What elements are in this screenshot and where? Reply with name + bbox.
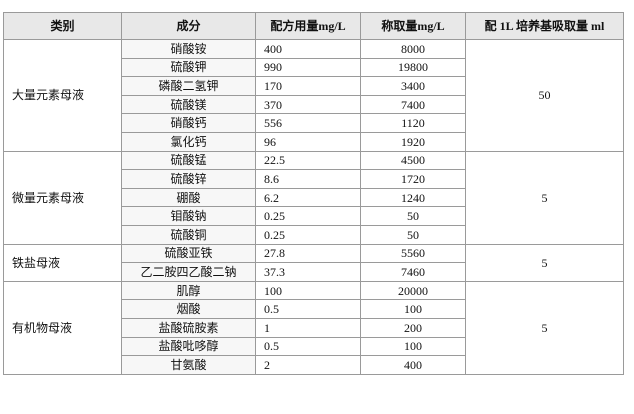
table-row: 烟酸 0.5 100 bbox=[4, 299, 624, 319]
component-cell: 钼酸钠 bbox=[121, 206, 256, 226]
data-table: 类别 成分 配方用量mg/L 称取量mg/L 配 1L 培养基吸取量 ml 大量元素母液… bbox=[3, 12, 624, 375]
header-cell: 成分 bbox=[121, 12, 256, 40]
category-cell: 大量元素母液 bbox=[3, 39, 122, 152]
weight-cell: 1720 bbox=[360, 169, 466, 189]
table-row: 盐酸硫胺素 1 200 bbox=[4, 317, 624, 338]
amount-cell: 0.5 bbox=[255, 299, 361, 319]
volume-cell: 50 bbox=[465, 39, 624, 152]
weight-cell: 100 bbox=[360, 336, 466, 357]
component-cell: 硫酸锌 bbox=[121, 169, 256, 189]
weight-cell: 7400 bbox=[360, 94, 466, 115]
weight-cell: 400 bbox=[360, 355, 466, 375]
component-cell: 硫酸亚铁 bbox=[121, 243, 256, 264]
weight-cell: 20000 bbox=[360, 280, 466, 301]
amount-cell: 8.6 bbox=[255, 169, 361, 189]
component-cell: 甘氨酸 bbox=[121, 355, 256, 375]
component-cell: 乙二胺四乙酸二钠 bbox=[121, 262, 256, 282]
component-cell: 硫酸锰 bbox=[121, 150, 256, 171]
category-cell: 有机物母液 bbox=[3, 280, 122, 375]
amount-cell: 27.8 bbox=[255, 243, 361, 264]
table-row: 硫酸镁 370 7400 bbox=[4, 94, 624, 115]
weight-cell: 1240 bbox=[360, 187, 466, 208]
weight-cell: 1120 bbox=[360, 113, 466, 133]
amount-cell: 6.2 bbox=[255, 187, 361, 208]
header-row: 类别 成分 配方用量mg/L 称取量mg/L 配 1L 培养基吸取量 ml bbox=[3, 12, 624, 40]
table-row: 钼酸钠 0.25 50 bbox=[4, 206, 624, 226]
amount-cell: 990 bbox=[255, 57, 361, 78]
table-row: 乙二胺四乙酸二钠 37.3 7460 bbox=[4, 262, 624, 282]
amount-cell: 0.25 bbox=[255, 206, 361, 226]
weight-cell: 4500 bbox=[360, 150, 466, 171]
table-row: 硫酸钾 990 19800 bbox=[4, 57, 624, 78]
component-cell: 氯化钙 bbox=[121, 131, 256, 152]
component-cell: 盐酸吡哆醇 bbox=[121, 336, 256, 357]
amount-cell: 2 bbox=[255, 355, 361, 375]
amount-cell: 1 bbox=[255, 317, 361, 338]
volume-cell: 5 bbox=[465, 243, 624, 282]
table-row: 盐酸吡哆醇 0.5 100 bbox=[4, 336, 624, 357]
weight-cell: 200 bbox=[360, 317, 466, 338]
weight-cell: 5560 bbox=[360, 243, 466, 264]
component-cell: 烟酸 bbox=[121, 299, 256, 319]
amount-cell: 170 bbox=[255, 76, 361, 96]
component-cell: 硫酸钾 bbox=[121, 57, 256, 78]
amount-cell: 400 bbox=[255, 39, 361, 59]
volume-cell: 5 bbox=[465, 150, 624, 245]
header-cell: 配 1L 培养基吸取量 ml bbox=[465, 12, 624, 40]
component-cell: 肌醇 bbox=[121, 280, 256, 301]
table-row: 硫酸锌 8.6 1720 bbox=[4, 169, 624, 189]
component-cell: 盐酸硫胺素 bbox=[121, 317, 256, 338]
weight-cell: 50 bbox=[360, 224, 466, 245]
amount-cell: 100 bbox=[255, 280, 361, 301]
component-cell: 磷酸二氢钾 bbox=[121, 76, 256, 96]
component-cell: 硫酸铜 bbox=[121, 224, 256, 245]
header-cell: 配方用量mg/L bbox=[255, 12, 361, 40]
weight-cell: 100 bbox=[360, 299, 466, 319]
weight-cell: 7460 bbox=[360, 262, 466, 282]
amount-cell: 37.3 bbox=[255, 262, 361, 282]
header-cell: 类别 bbox=[3, 12, 122, 40]
amount-cell: 22.5 bbox=[255, 150, 361, 171]
weight-cell: 1920 bbox=[360, 131, 466, 152]
amount-cell: 556 bbox=[255, 113, 361, 133]
component-cell: 硼酸 bbox=[121, 187, 256, 208]
component-cell: 硫酸镁 bbox=[121, 94, 256, 115]
amount-cell: 96 bbox=[255, 131, 361, 152]
table-row: 大量元素母液 硝酸铵 400 8000 50 bbox=[3, 39, 624, 152]
table-row: 甘氨酸 2 400 bbox=[4, 355, 624, 375]
table-row: 铁盐母液 硫酸亚铁 27.8 5560 5 bbox=[3, 243, 624, 282]
weight-cell: 19800 bbox=[360, 57, 466, 78]
header-cell: 称取量mg/L bbox=[360, 12, 466, 40]
category-cell: 微量元素母液 bbox=[3, 150, 122, 245]
weight-cell: 8000 bbox=[360, 39, 466, 59]
table-row: 硝酸钙 556 1120 bbox=[4, 113, 624, 133]
amount-cell: 370 bbox=[255, 94, 361, 115]
amount-cell: 0.25 bbox=[255, 224, 361, 245]
table-row: 有机物母液 肌醇 100 20000 5 bbox=[3, 280, 624, 375]
table-body: 大量元素母液 硝酸铵 400 8000 50 硫酸钾 990 19800 磷酸二氢钾 170 340… bbox=[3, 39, 624, 375]
category-cell: 铁盐母液 bbox=[3, 243, 122, 282]
table-row: 硼酸 6.2 1240 bbox=[4, 187, 624, 208]
weight-cell: 3400 bbox=[360, 76, 466, 96]
amount-cell: 0.5 bbox=[255, 336, 361, 357]
volume-cell: 5 bbox=[465, 280, 624, 375]
weight-cell: 50 bbox=[360, 206, 466, 226]
component-cell: 硝酸钙 bbox=[121, 113, 256, 133]
table-row: 微量元素母液 硫酸锰 22.5 4500 5 bbox=[3, 150, 624, 245]
component-cell: 硝酸铵 bbox=[121, 39, 256, 59]
